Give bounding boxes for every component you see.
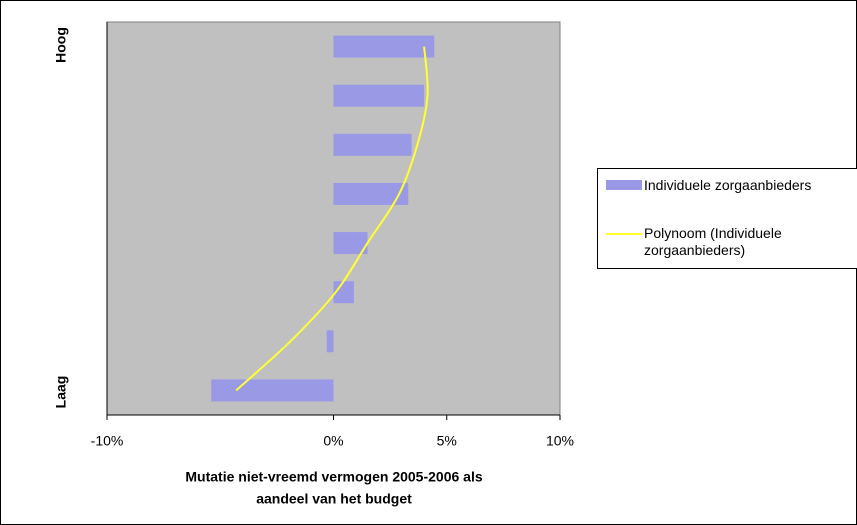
legend-label: Polynoom (Individuele zorgaanbieders) (644, 225, 782, 258)
bar (333, 35, 435, 58)
legend-item: Individuele zorgaanbieders (606, 177, 844, 194)
plot-area (106, 21, 561, 416)
x-tick-label: -10% (91, 433, 124, 449)
bar (333, 133, 412, 156)
bar (333, 84, 425, 107)
bar (326, 330, 334, 353)
y-label-low: Laag (53, 376, 69, 409)
x-axis-label: Mutatie niet-vreemd vermogen 2005-2006 a… (185, 469, 482, 485)
legend-key (606, 177, 644, 194)
x-tick-label: 10% (546, 433, 574, 449)
bar (211, 379, 334, 402)
legend: Individuele zorgaanbieders Polynoom (Ind… (597, 168, 857, 269)
bar (333, 182, 409, 205)
legend-label: Individuele zorgaanbieders (644, 177, 812, 193)
legend-key (606, 225, 644, 242)
x-axis-label: aandeel van het budget (256, 491, 412, 507)
bar (333, 232, 368, 255)
x-tick-label: 0% (323, 433, 343, 449)
bar (333, 281, 354, 304)
y-label-high: Hoog (53, 27, 69, 63)
trendline (235, 46, 429, 392)
legend-item: Polynoom (Individuele zorgaanbieders) (606, 225, 844, 259)
x-tick-label: 5% (437, 433, 457, 449)
